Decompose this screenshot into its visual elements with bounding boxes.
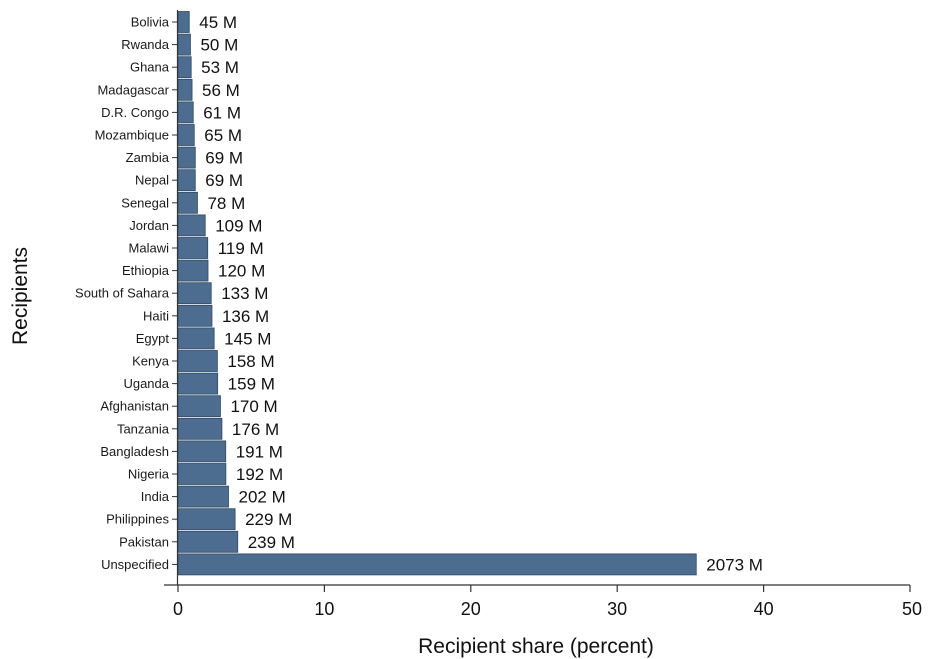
bar-india [178,486,229,507]
data-label: 192 M [236,465,283,484]
category-label: Ghana [130,60,170,75]
category-label: Unspecified [101,557,169,572]
bar-malawi [178,238,208,259]
bar-mozambique [178,125,194,146]
data-label: 120 M [218,262,265,281]
x-tick-label: 30 [607,599,627,619]
category-label: Egypt [136,331,170,346]
category-label: Madagascar [97,82,169,97]
category-label: Haiti [143,308,169,323]
data-label: 159 M [228,375,275,394]
y-axis-title: Recipients [9,247,32,345]
bar-madagascar [178,79,192,100]
category-label: Zambia [126,150,170,165]
category-labels-group: Bolivia Rwanda Ghana Madagascar D.R. Congo Mo… [75,15,170,572]
data-label: 61 M [203,103,241,122]
data-label: 170 M [230,397,277,416]
category-label: India [141,489,170,504]
category-label: Pakistan [119,534,169,549]
bar-ghana [178,57,191,78]
bar-kenya [178,351,217,372]
category-label: Nigeria [128,467,170,482]
data-label: 239 M [248,533,295,552]
data-label: 133 M [221,284,268,303]
data-label: 56 M [202,81,240,100]
bar-egypt [178,328,214,349]
category-label: Mozambique [95,128,169,143]
category-label: Senegal [121,195,169,210]
bar-uganda [178,373,218,394]
data-label: 176 M [232,420,279,439]
data-label: 119 M [218,239,264,258]
bar-philippines [178,509,235,530]
x-tick-label: 10 [314,599,334,619]
data-label: 50 M [200,36,238,55]
category-label: Bolivia [131,15,170,30]
bar-jordan [178,215,205,236]
category-label: D.R. Congo [101,105,169,120]
data-label: 145 M [224,329,271,348]
x-tick-label: 40 [754,599,774,619]
category-label: Rwanda [121,37,169,52]
data-label: 65 M [204,126,242,145]
data-label: 202 M [239,488,286,507]
bar-ethiopia [178,260,208,281]
data-label: 78 M [207,194,245,213]
data-label: 53 M [201,58,239,77]
data-label: 69 M [205,149,243,168]
x-tick-label: 20 [461,599,481,619]
bar-tanzania [178,418,222,439]
bar-nepal [178,170,195,191]
category-label: Philippines [106,512,169,527]
x-axis-title: Recipient share (percent) [418,635,654,658]
category-label: Kenya [132,354,170,369]
bar-unspecified [178,554,696,575]
x-tick-label: 0 [173,599,183,619]
category-label: Uganda [123,376,169,391]
bar-afghanistan [178,396,220,417]
category-label: Bangladesh [100,444,169,459]
data-label: 158 M [227,352,274,371]
data-label: 191 M [236,442,283,461]
data-label: 109 M [215,216,262,235]
data-label: 45 M [199,13,237,32]
category-label: Tanzania [117,421,170,436]
category-label: Ethiopia [122,263,170,278]
bar-d-r-congo [178,102,193,123]
category-label: Nepal [135,173,169,188]
category-label: Jordan [129,218,169,233]
category-label: Malawi [129,241,170,256]
category-label: Afghanistan [100,399,169,414]
bar-haiti [178,305,212,326]
bar-zambia [178,147,195,168]
data-label: 136 M [222,307,269,326]
data-label: 2073 M [706,555,763,574]
bar-bolivia [178,12,189,33]
value-labels-group: 45 M 50 M 53 M 56 M 61 M 65 M 69 M 69 M 78 M 109 … [199,13,763,574]
data-label: 229 M [245,510,292,529]
bar-south-of-sahara [178,283,211,304]
data-label: 69 M [205,171,243,190]
x-tick-label: 50 [902,599,922,619]
bar-senegal [178,192,197,213]
bar-nigeria [178,464,226,485]
bar-bangladesh [178,441,226,462]
category-label: South of Sahara [75,286,170,301]
bar-rwanda [178,34,190,55]
bar-pakistan [178,531,238,552]
